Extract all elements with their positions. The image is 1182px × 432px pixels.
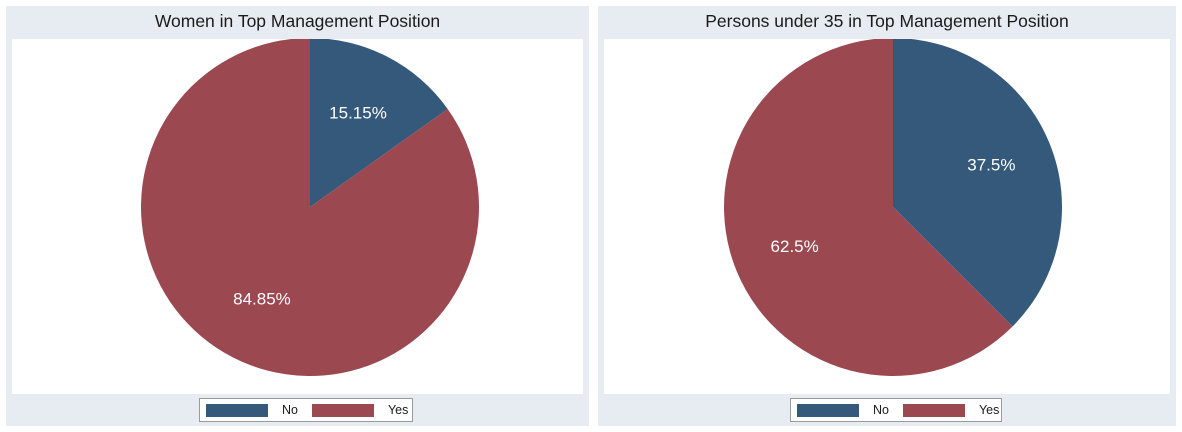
legend-swatch-yes (311, 403, 374, 417)
legend-label-no: No (873, 403, 889, 417)
legend-item-no: No (206, 403, 298, 417)
legend-swatch-no (797, 403, 859, 417)
pie-slice-no (310, 39, 448, 207)
legend: No Yes (199, 398, 413, 422)
pie-slice-no (893, 39, 1062, 327)
slice-label-no: 15.15% (329, 103, 387, 122)
chart-title: Persons under 35 in Top Management Posit… (705, 11, 1069, 31)
chart-panel-women: Women in Top Management Position 15.15% 8… (6, 6, 589, 426)
legend-item-no: No (797, 403, 889, 417)
legend-swatch-yes (902, 403, 965, 417)
slice-label-yes: 84.85% (233, 290, 291, 309)
legend-label-yes: Yes (978, 403, 1000, 417)
legend-item-yes: Yes (311, 403, 409, 417)
pie-chart: 15.15% 84.85% (141, 39, 479, 376)
plot-area: 15.15% 84.85% (12, 39, 583, 394)
pie-slice-yes (141, 39, 479, 376)
legend: No Yes (790, 398, 1002, 422)
legend-label-no: No (282, 403, 298, 417)
legend-item-yes: Yes (902, 403, 1000, 417)
pie-chart: 37.5% 62.5% (724, 39, 1062, 376)
chart-panel-under-35: Persons under 35 in Top Management Posit… (598, 6, 1176, 426)
pie-slice-yes (724, 39, 1013, 376)
plot-area: 37.5% 62.5% (604, 39, 1170, 394)
legend-swatch-no (206, 403, 268, 417)
legend-label-yes: Yes (387, 403, 409, 417)
slice-label-no: 37.5% (967, 156, 1015, 175)
slice-label-yes: 62.5% (771, 237, 819, 256)
chart-title: Women in Top Management Position (154, 11, 441, 31)
